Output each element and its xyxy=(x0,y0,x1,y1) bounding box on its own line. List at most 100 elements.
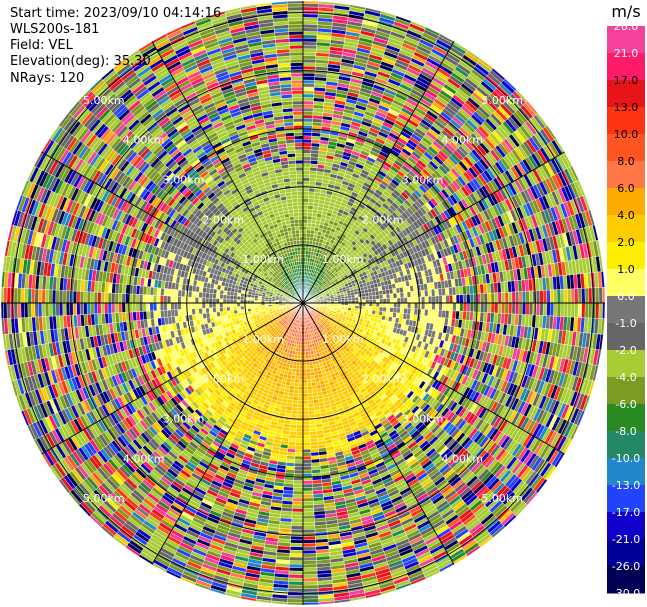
velocity-cell xyxy=(431,295,436,304)
velocity-cell xyxy=(421,296,426,304)
velocity-cell xyxy=(307,201,314,207)
velocity-cell xyxy=(400,302,405,309)
velocity-cell xyxy=(302,24,318,29)
velocity-cell xyxy=(302,173,310,178)
velocity-cell xyxy=(452,294,457,304)
velocity-cell xyxy=(515,302,520,315)
velocity-cell xyxy=(392,293,398,299)
velocity-cell xyxy=(525,290,530,304)
velocity-cell xyxy=(508,302,513,315)
velocity-cell xyxy=(449,295,453,304)
velocity-cell xyxy=(553,302,558,317)
velocity-cell xyxy=(364,292,369,297)
velocity-cell xyxy=(302,156,311,161)
velocity-cell xyxy=(368,306,373,311)
velocity-cell xyxy=(372,299,377,304)
velocity-cell xyxy=(417,302,422,310)
velocity-cell xyxy=(368,302,373,307)
velocity-cell xyxy=(382,294,387,299)
velocity-cell xyxy=(306,222,312,227)
velocity-cell xyxy=(306,229,311,234)
velocity-cell xyxy=(400,297,405,304)
velocity-cell xyxy=(466,294,471,304)
velocity-cell xyxy=(546,302,551,317)
velocity-cell xyxy=(584,302,589,319)
velocity-cell xyxy=(302,222,308,227)
velocity-cell xyxy=(581,288,586,304)
velocity-cell xyxy=(389,302,394,308)
velocity-cell xyxy=(302,194,309,199)
velocity-cell xyxy=(549,302,555,317)
velocity-cell xyxy=(354,297,359,301)
velocity-cell xyxy=(365,299,370,304)
velocity-cell xyxy=(420,290,425,297)
velocity-cell xyxy=(501,292,506,304)
velocity-cell xyxy=(504,302,509,314)
velocity-cell xyxy=(302,153,311,157)
velocity-cell xyxy=(347,297,352,301)
velocity-cell xyxy=(361,293,366,297)
velocity-cell xyxy=(487,293,492,304)
velocity-cell xyxy=(302,198,309,203)
velocity-cell xyxy=(588,287,593,304)
velocity-cell xyxy=(487,302,492,313)
velocity-cell xyxy=(504,292,509,304)
velocity-cell xyxy=(588,302,593,319)
velocity-cell xyxy=(414,296,419,304)
velocity-cell xyxy=(302,111,314,116)
velocity-cell xyxy=(305,240,310,245)
velocity-cell xyxy=(375,306,380,312)
velocity-cell xyxy=(560,289,565,304)
velocity-cell xyxy=(403,291,408,298)
velocity-cell xyxy=(511,291,516,304)
velocity-cell xyxy=(302,34,318,39)
velocity-cell xyxy=(556,302,562,317)
velocity-cell xyxy=(302,201,309,206)
velocity-cell xyxy=(602,287,606,304)
velocity-cell xyxy=(302,149,312,154)
velocity-cell xyxy=(480,293,485,304)
velocity-cell xyxy=(372,302,377,307)
velocity-cell xyxy=(581,302,586,318)
velocity-cell xyxy=(309,364,314,369)
velocity-cell xyxy=(354,305,359,309)
velocity-cell xyxy=(302,76,316,81)
velocity-cell xyxy=(424,289,429,297)
velocity-cell xyxy=(431,309,436,317)
velocity-cell xyxy=(434,288,439,297)
velocity-cell xyxy=(518,302,523,315)
velocity-cell xyxy=(302,208,309,213)
velocity-cell xyxy=(525,302,530,316)
velocity-cell xyxy=(302,142,312,147)
velocity-cell xyxy=(302,166,311,171)
velocity-cell xyxy=(302,132,313,137)
velocity-cell xyxy=(358,299,363,304)
velocity-cell xyxy=(393,302,398,309)
velocity-cell xyxy=(302,118,313,123)
velocity-cell xyxy=(309,167,318,172)
velocity-cell xyxy=(307,212,313,217)
velocity-cell xyxy=(302,41,317,46)
velocity-cell xyxy=(344,298,349,301)
velocity-cell xyxy=(435,302,440,311)
velocity-cell xyxy=(542,290,548,304)
velocity-cell xyxy=(302,180,310,185)
velocity-cell xyxy=(302,86,315,91)
velocity-cell xyxy=(508,291,513,304)
velocity-cell xyxy=(302,240,307,244)
velocity-cell xyxy=(535,302,541,316)
velocity-cell xyxy=(302,226,308,231)
velocity-cell xyxy=(574,288,579,304)
velocity-cell xyxy=(494,302,499,314)
velocity-cell xyxy=(302,97,314,102)
velocity-cell xyxy=(462,294,467,304)
velocity-cell xyxy=(378,290,383,296)
velocity-cell xyxy=(302,170,311,175)
velocity-cell xyxy=(302,27,318,32)
velocity-cell xyxy=(539,290,544,304)
velocity-cell xyxy=(302,205,309,210)
velocity-cell xyxy=(308,354,312,359)
velocity-cell xyxy=(598,287,603,304)
velocity-cell xyxy=(358,296,363,301)
